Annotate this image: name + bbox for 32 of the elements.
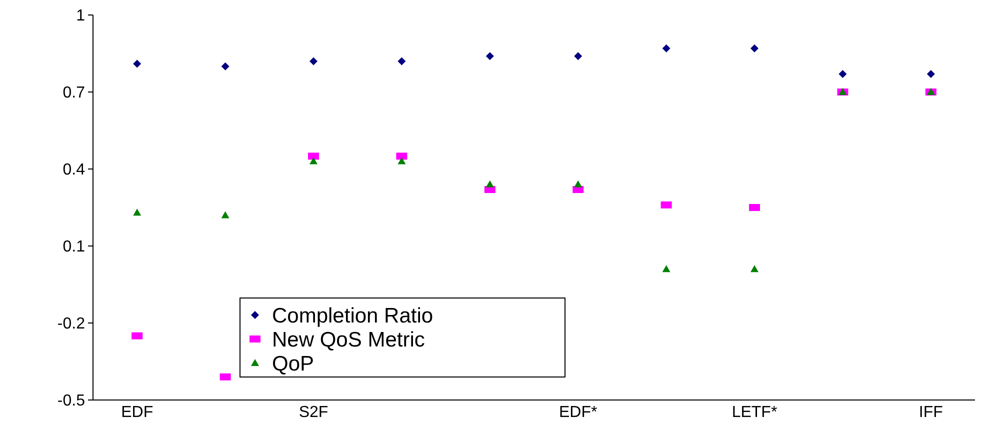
x-tick-label: EDF [121, 404, 154, 421]
point [750, 44, 758, 52]
point [221, 211, 230, 218]
point [221, 62, 230, 70]
y-tick-label: -0.5 [57, 392, 86, 410]
y-tick-label: 1 [76, 8, 86, 25]
y-tick-label: 0.4 [62, 162, 86, 179]
point [662, 44, 670, 52]
point [398, 57, 406, 66]
point [574, 180, 582, 188]
point [398, 157, 406, 164]
legend-label: Completion Ratio [272, 304, 434, 328]
x-tick-label: LETF* [732, 404, 778, 421]
point [662, 265, 670, 272]
point [574, 52, 582, 60]
point [310, 157, 318, 164]
x-tick-label: IFF [918, 404, 944, 421]
y-tick-label: 0.7 [62, 84, 86, 102]
point [926, 70, 935, 78]
point [133, 208, 142, 216]
point [486, 52, 494, 60]
x-tick-label: S2F [298, 404, 328, 421]
y-tick-label: -0.2 [57, 316, 86, 333]
legend-label: QoP [272, 352, 314, 376]
y-tick-label: 0.1 [62, 238, 86, 256]
point [838, 70, 847, 78]
point [310, 57, 318, 66]
point [133, 60, 142, 68]
x-tick-label: EDF* [558, 404, 598, 421]
point [486, 180, 494, 188]
legend-label: New QoS Metric [272, 328, 425, 352]
point [750, 265, 758, 272]
